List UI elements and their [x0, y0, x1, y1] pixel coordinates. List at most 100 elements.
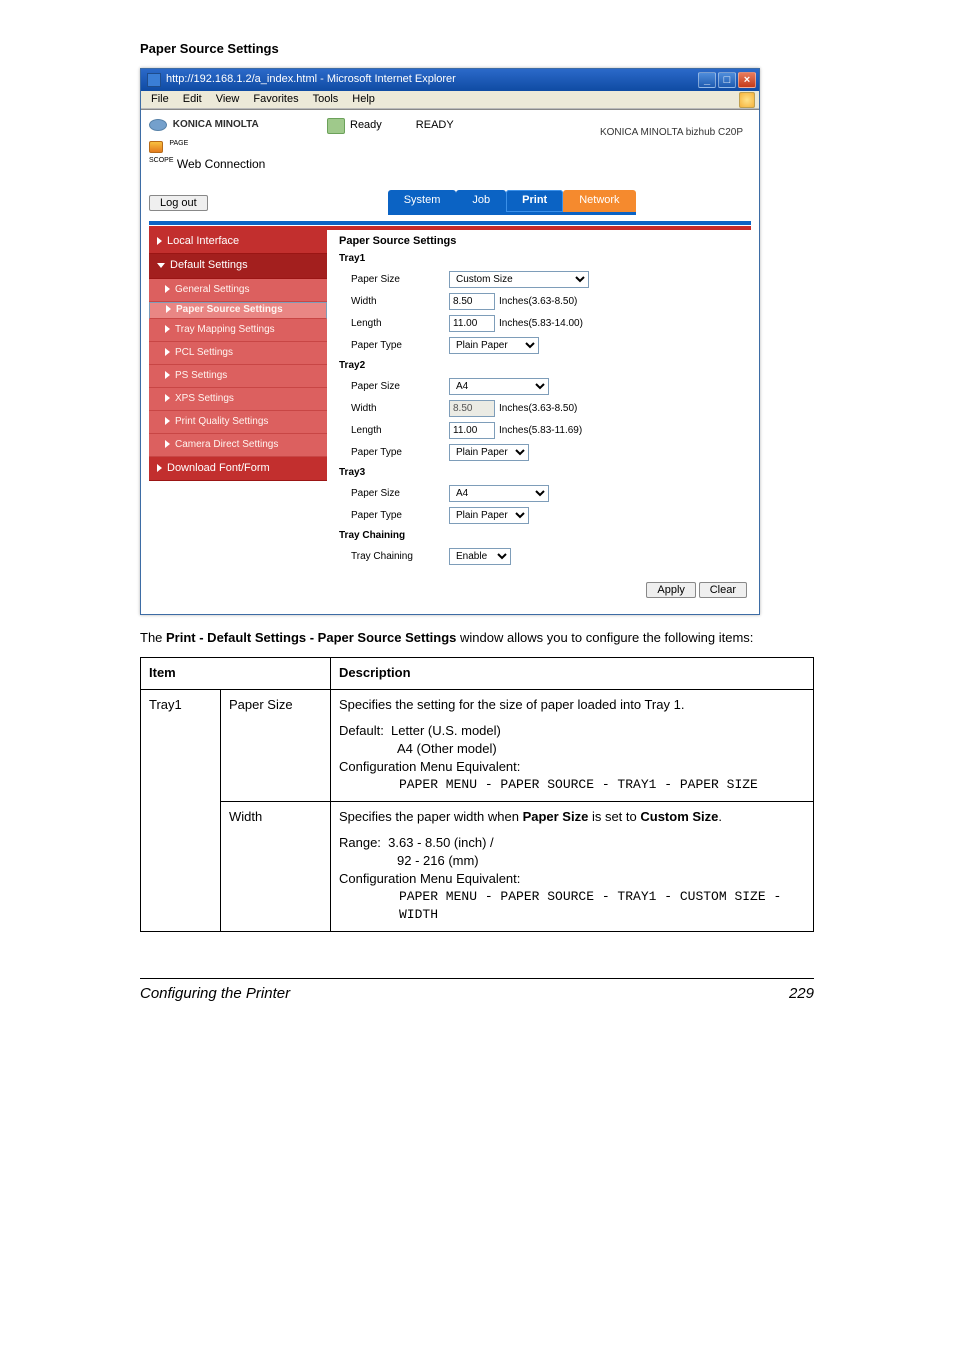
menu-file[interactable]: File — [145, 91, 175, 108]
web-connection-label: PAGESCOPE Web Connection — [149, 139, 319, 173]
txt: is set to — [588, 809, 640, 824]
tray-chaining-select[interactable]: Enable — [449, 548, 511, 565]
tray1-length-unit: Inches(5.83-14.00) — [499, 318, 583, 329]
para-post: window allows you to configure the follo… — [456, 630, 753, 645]
sidebar-item-camera-direct-settings[interactable]: Camera Direct Settings — [149, 434, 327, 457]
tray1-header: Tray1 — [339, 252, 739, 266]
tray2-paper-size-select[interactable]: A4 — [449, 378, 549, 395]
minimize-button[interactable]: _ — [698, 72, 716, 88]
tray3-paper-type-select[interactable]: Plain Paper — [449, 507, 529, 524]
menu-edit[interactable]: Edit — [177, 91, 208, 108]
tray2-width-unit: Inches(3.63-8.50) — [499, 403, 577, 414]
sidebar-item-print-quality-settings[interactable]: Print Quality Settings — [149, 411, 327, 434]
tab-job[interactable]: Job — [456, 190, 506, 211]
menu-view[interactable]: View — [210, 91, 246, 108]
tray1-width-input[interactable] — [449, 293, 495, 310]
tray1-paper-size-row: Paper Size Custom Size — [339, 271, 739, 288]
tabs: System Job Print Network — [388, 190, 636, 214]
cell-width-desc: Specifies the paper width when Paper Siz… — [331, 801, 814, 931]
sidebar-label: PCL Settings — [175, 347, 233, 358]
page-footer: Configuring the Printer 229 — [140, 978, 814, 1004]
tab-network[interactable]: Network — [563, 190, 635, 211]
tray1-paper-type-label: Paper Type — [339, 339, 449, 353]
konica-logo-icon — [149, 119, 167, 131]
sidebar-item-general-settings[interactable]: General Settings — [149, 279, 327, 302]
label-range: Range: — [339, 835, 381, 850]
content-title: Paper Source Settings — [339, 234, 739, 249]
sidebar-item-pcl-settings[interactable]: PCL Settings — [149, 342, 327, 365]
ready-text: READY — [416, 118, 454, 133]
tray2-length-unit: Inches(5.83-11.69) — [499, 425, 582, 436]
sidebar-item-ps-settings[interactable]: PS Settings — [149, 365, 327, 388]
tray1-width-unit: Inches(3.63-8.50) — [499, 296, 577, 307]
menubar: File Edit View Favorites Tools Help — [141, 91, 759, 109]
sidebar-item-paper-source-settings[interactable]: Paper Source Settings — [149, 302, 327, 319]
header-row: KONICA MINOLTA PAGESCOPE Web Connection … — [149, 116, 751, 178]
tab-system[interactable]: System — [388, 190, 457, 211]
apply-button[interactable]: Apply — [646, 582, 696, 598]
desc-default: Default: Letter (U.S. model) A4 (Other m… — [339, 722, 805, 758]
sidebar-item-download-font-form[interactable]: Download Font/Form — [149, 457, 327, 481]
txt-bold: Custom Size — [640, 809, 718, 824]
cell-tray1: Tray1 — [141, 689, 221, 931]
footer-left: Configuring the Printer — [140, 983, 290, 1004]
pagescope-icon — [149, 141, 163, 153]
cell-paper-size: Paper Size — [221, 689, 331, 801]
menu-tools[interactable]: Tools — [307, 91, 345, 108]
tray2-paper-size-row: Paper Size A4 — [339, 378, 739, 395]
tray1-paper-type-row: Paper Type Plain Paper — [339, 337, 739, 354]
model-text: KONICA MINOLTA bizhub C20P — [600, 118, 751, 140]
desc-line: Specifies the paper width when Paper Siz… — [339, 808, 805, 826]
tray2-paper-type-select[interactable]: Plain Paper — [449, 444, 529, 461]
tray2-length-input[interactable] — [449, 422, 495, 439]
footer-page-number: 229 — [789, 983, 814, 1004]
sidebar-item-local-interface[interactable]: Local Interface — [149, 230, 327, 254]
tray1-width-label: Width — [339, 295, 449, 309]
sidebar-item-tray-mapping-settings[interactable]: Tray Mapping Settings — [149, 319, 327, 342]
sidebar-item-default-settings[interactable]: Default Settings — [149, 254, 327, 278]
tray2-paper-size-label: Paper Size — [339, 380, 449, 394]
tray2-width-label: Width — [339, 402, 449, 416]
label-default: Default: — [339, 723, 384, 738]
printer-icon — [327, 118, 345, 134]
desc-cfg: Configuration Menu Equivalent: — [339, 870, 805, 888]
th-item: Item — [141, 658, 331, 689]
ie-icon — [147, 73, 161, 87]
window-buttons: _ □ × — [698, 72, 756, 88]
menu-favorites[interactable]: Favorites — [247, 91, 304, 108]
page-content: KONICA MINOLTA PAGESCOPE Web Connection … — [141, 109, 759, 614]
tray3-paper-size-row: Paper Size A4 — [339, 485, 739, 502]
tray2-width-row: Width Inches(3.63-8.50) — [339, 400, 739, 417]
tray1-length-input[interactable] — [449, 315, 495, 332]
tray-chaining-header: Tray Chaining — [339, 529, 739, 543]
logout-button[interactable]: Log out — [149, 195, 208, 211]
txt: . — [718, 809, 722, 824]
close-button[interactable]: × — [738, 72, 756, 88]
maximize-button[interactable]: □ — [718, 72, 736, 88]
sidebar-item-xps-settings[interactable]: XPS Settings — [149, 388, 327, 411]
desc-range: Range: 3.63 - 8.50 (inch) / 92 - 216 (mm… — [339, 834, 805, 870]
tray2-length-label: Length — [339, 424, 449, 438]
tray2-length-row: Length Inches(5.83-11.69) — [339, 422, 739, 439]
tray1-length-row: Length Inches(5.83-14.00) — [339, 315, 739, 332]
tray3-paper-size-select[interactable]: A4 — [449, 485, 549, 502]
menu-help[interactable]: Help — [346, 91, 381, 108]
tray1-paper-size-select[interactable]: Custom Size — [449, 271, 589, 288]
tray3-paper-size-label: Paper Size — [339, 487, 449, 501]
tray2-paper-type-label: Paper Type — [339, 446, 449, 460]
th-description: Description — [331, 658, 814, 689]
tray3-header: Tray3 — [339, 466, 739, 480]
tray3-paper-type-row: Paper Type Plain Paper — [339, 507, 739, 524]
tray1-length-label: Length — [339, 317, 449, 331]
tab-print[interactable]: Print — [506, 190, 563, 211]
tray1-paper-type-select[interactable]: Plain Paper — [449, 337, 539, 354]
sidebar-label: Tray Mapping Settings — [175, 324, 275, 335]
settings-table: Item Description Tray1 Paper Size Specif… — [140, 657, 814, 931]
sidebar-label: Camera Direct Settings — [175, 439, 278, 450]
brand-text: KONICA MINOLTA — [173, 119, 259, 130]
status-text: Ready — [350, 118, 382, 133]
layout: Local Interface Default Settings General… — [149, 230, 751, 574]
sidebar: Local Interface Default Settings General… — [149, 230, 327, 574]
clear-button[interactable]: Clear — [699, 582, 747, 598]
txt: Specifies the paper width when — [339, 809, 523, 824]
